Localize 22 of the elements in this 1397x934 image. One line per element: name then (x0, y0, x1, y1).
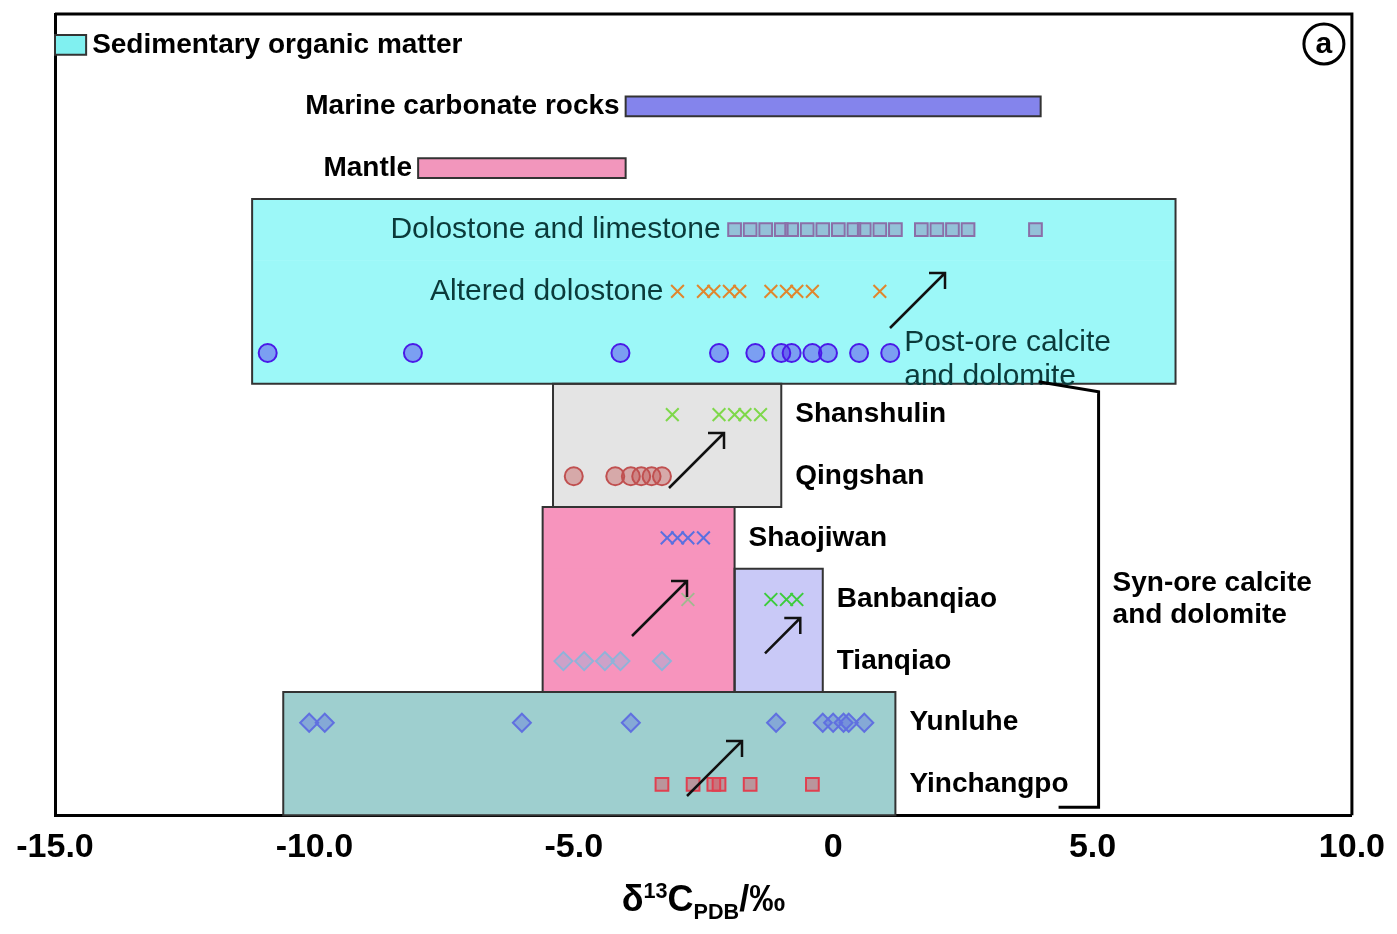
y-tick-label: Qingshan (795, 458, 925, 490)
y-tick-label: Mantle (323, 150, 413, 182)
x-tick-label: -15.0 (16, 825, 94, 864)
y-tick-label: Shaojiwan (748, 520, 888, 552)
annotation: a (1315, 26, 1333, 60)
y-tick-label: Post-ore calcite and dolomite (904, 324, 1111, 392)
x-tick-label: 0 (823, 825, 843, 864)
x-tick-label: 10.0 (1318, 825, 1386, 864)
y-tick-label: Marine carbonate rocks (305, 89, 620, 121)
x-axis-title: δ$^{13}$C$_{PDB}$/‰ (620, 878, 787, 926)
y-tick-label: Dolostone and limestone (390, 210, 721, 244)
y-tick-label: Sedimentary organic matter (92, 27, 463, 59)
y-tick-label: Tianqiao (836, 643, 952, 675)
x-tick-label: -10.0 (275, 825, 354, 864)
y-tick-label: Yunluhe (909, 705, 1019, 737)
y-tick-label: Altered dolostone (430, 272, 664, 306)
y-tick-label: Banbanqiao (836, 582, 998, 614)
annotation: Syn-ore calcite and dolomite (1112, 566, 1312, 630)
x-tick-label: -5.0 (544, 825, 604, 864)
x-tick-label: 5.0 (1068, 825, 1117, 864)
y-tick-label: Shanshulin (795, 397, 947, 429)
y-tick-label: Yinchangpo (909, 767, 1069, 799)
